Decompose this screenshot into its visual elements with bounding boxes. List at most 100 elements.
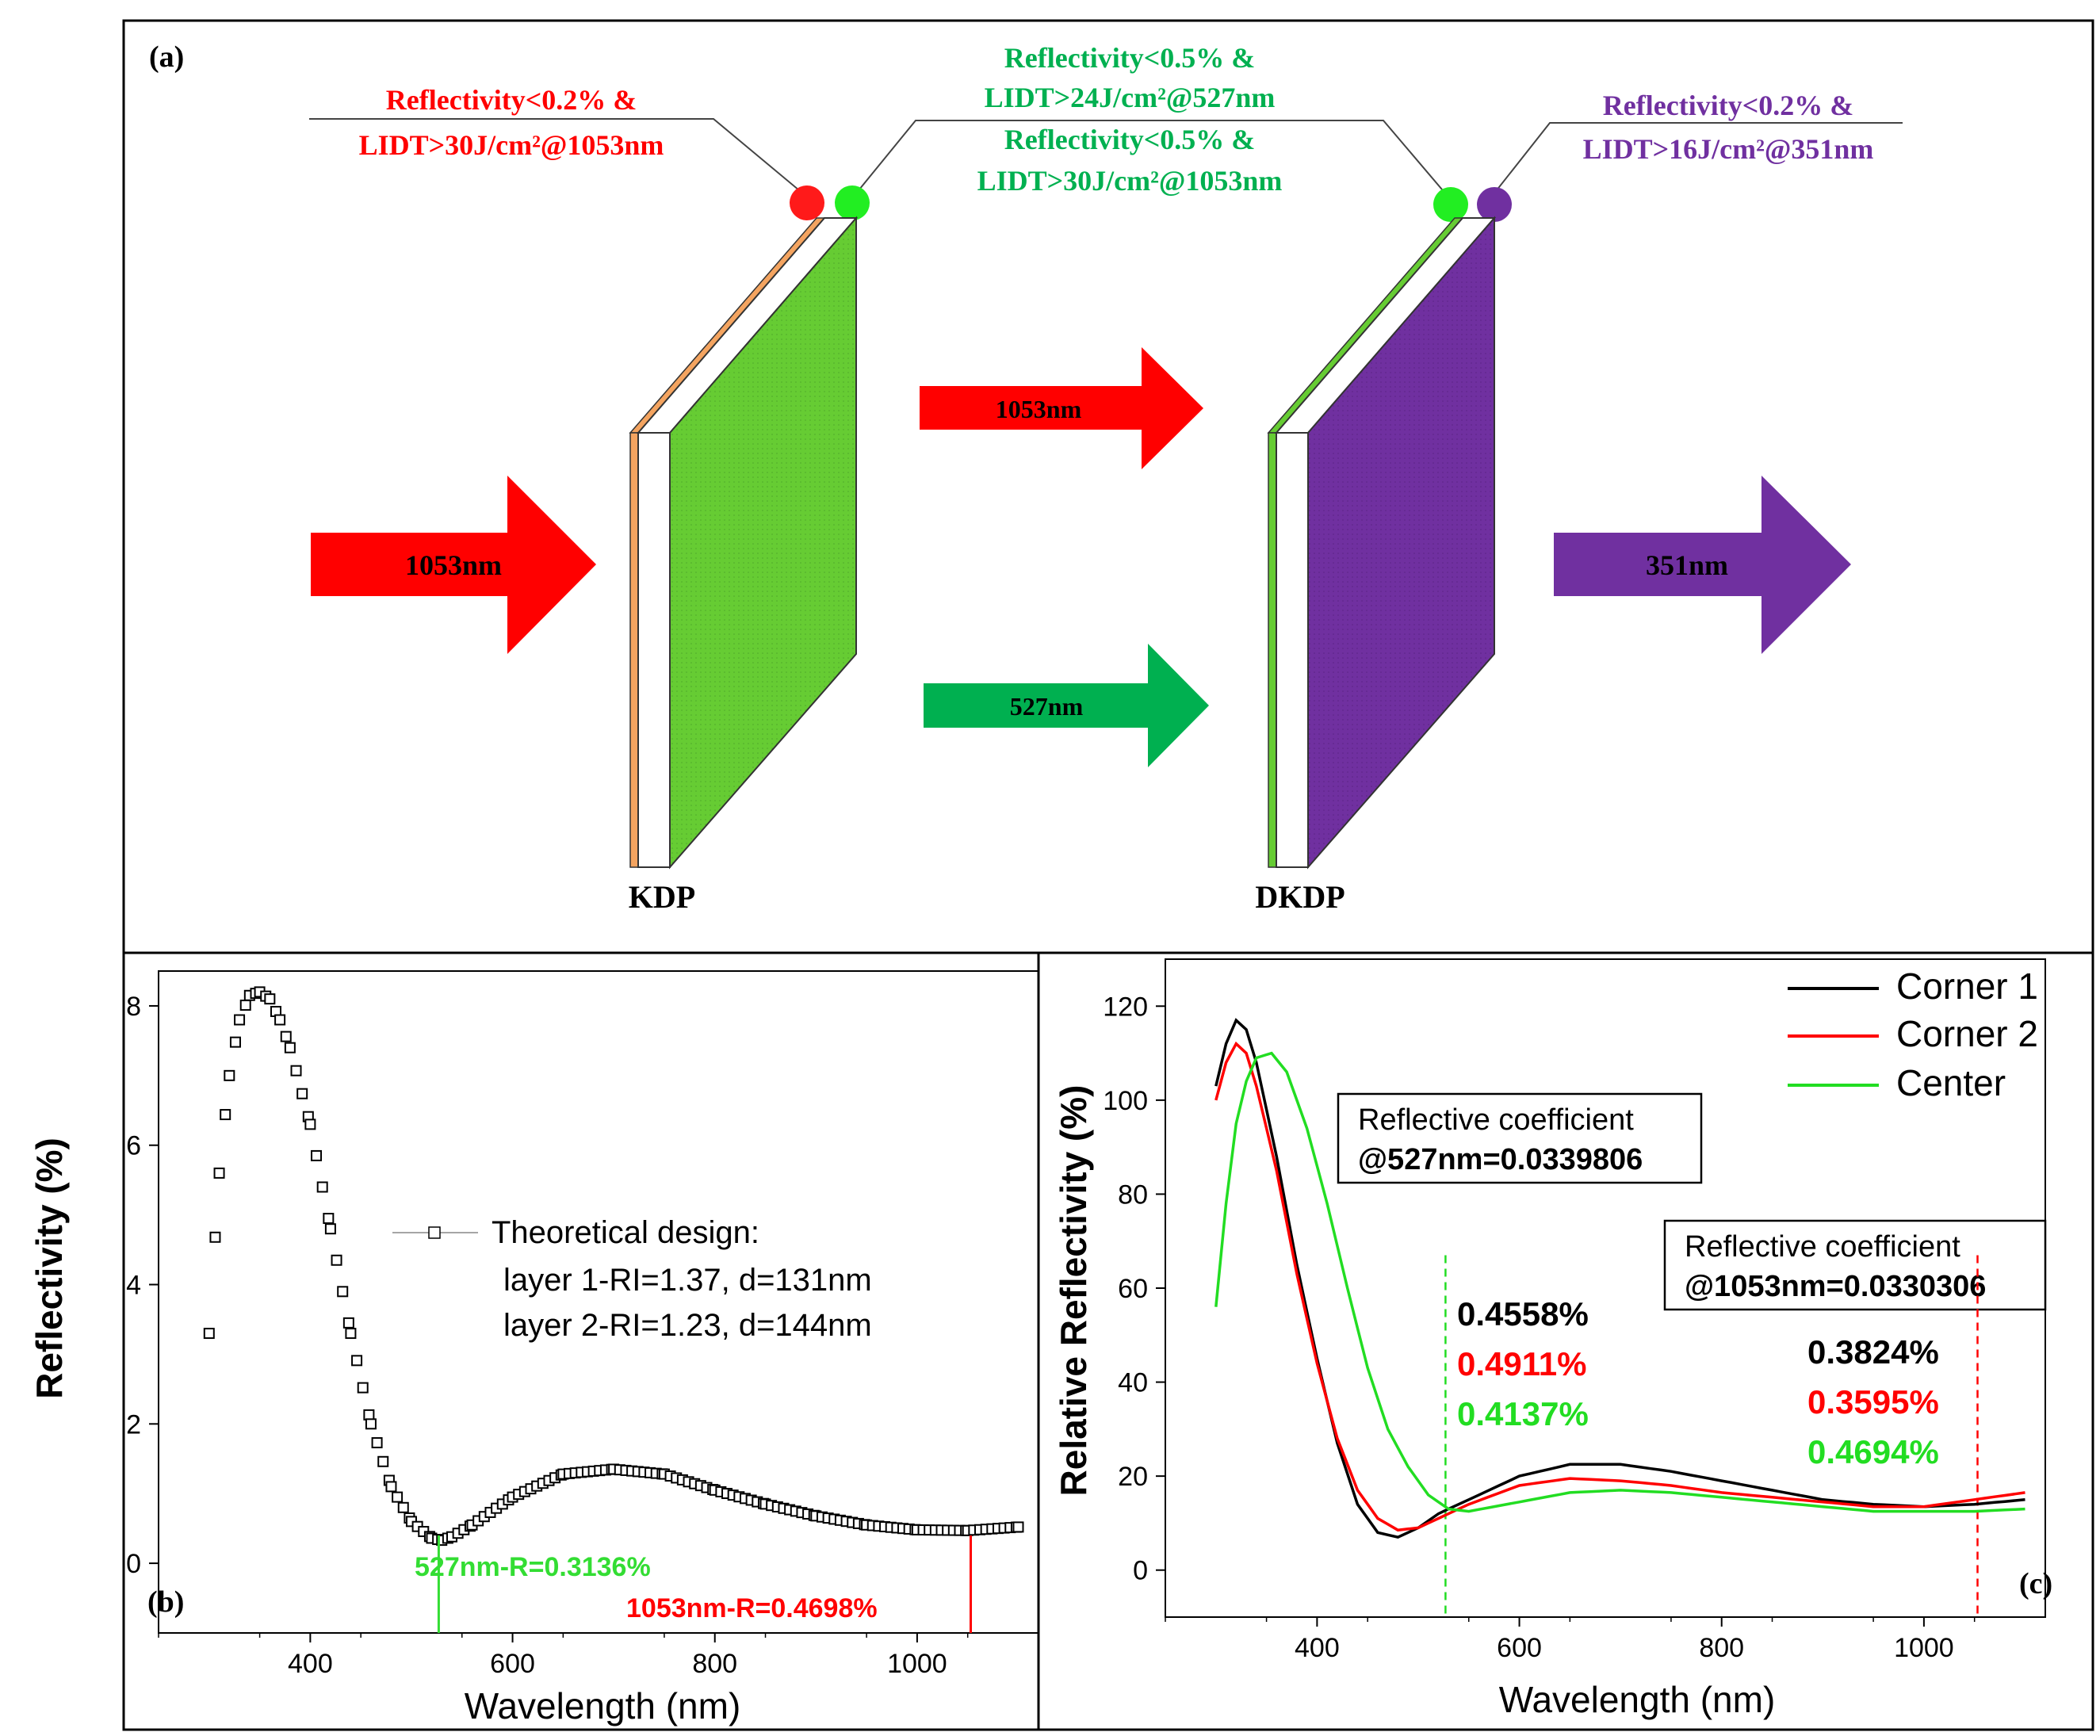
dot-purple	[1477, 187, 1512, 222]
arrow-mid-527	[924, 644, 1209, 767]
b-legend-swatch	[392, 1226, 478, 1239]
ann-mid-line2: LIDT>24J/cm²@527nm	[985, 82, 1276, 113]
c-xlabel: Wavelength (nm)	[1499, 1679, 1776, 1720]
c-ytick-label: 60	[1118, 1274, 1148, 1304]
panel-c-label: (c)	[2019, 1567, 2052, 1600]
b-legend-layer2: layer 2-RI=1.23, d=144nm	[503, 1308, 872, 1343]
b-xtick-label: 1000	[887, 1649, 947, 1679]
c-527-center: 0.4137%	[1457, 1395, 1589, 1432]
b-data-point	[284, 1042, 296, 1053]
b-data-point	[264, 993, 276, 1005]
b-data-point	[280, 1031, 292, 1042]
coef-527-line1: Reflective coefficient	[1358, 1103, 1634, 1137]
b-data-point	[209, 1231, 221, 1243]
ann-left-line2: LIDT>30J/cm²@1053nm	[359, 129, 664, 161]
b-xtick-label: 800	[692, 1649, 737, 1679]
arrow-in-1053	[311, 476, 596, 654]
b-data-point	[274, 1014, 286, 1026]
c-xtick-label: 800	[1699, 1633, 1744, 1663]
leader-right	[1490, 122, 1903, 199]
dot-green-dkdp	[1433, 187, 1468, 222]
kdp-crystal	[629, 216, 859, 870]
ann-left-line1: Reflectivity<0.2% &	[386, 84, 637, 116]
c-ytick-label: 120	[1103, 992, 1148, 1022]
arrow-in-label: 1053nm	[405, 549, 502, 581]
b-xlabel: Wavelength (nm)	[465, 1685, 741, 1726]
dot-red	[790, 185, 824, 220]
b-ylabel: Reflectivity (%)	[29, 1138, 70, 1399]
arrow-mid-1053	[920, 347, 1203, 469]
b-data-point	[239, 1000, 251, 1011]
leader-left	[309, 118, 809, 199]
b-ytick-label: 6	[126, 1131, 141, 1161]
b-data-point	[377, 1455, 389, 1467]
b-data-point	[311, 1149, 323, 1161]
ann-mid-line1: Reflectivity<0.5% &	[1004, 42, 1255, 74]
ann-mid-line4: LIDT>30J/cm²@1053nm	[977, 165, 1283, 197]
b-data-point	[296, 1088, 308, 1099]
dkdp-crystal	[1267, 216, 1497, 870]
b-marker-527-label: 527nm-R=0.3136%	[415, 1552, 651, 1582]
b-data-point	[351, 1355, 363, 1367]
b-data-point	[224, 1069, 235, 1081]
c-1053-corner1: 0.3824%	[1807, 1333, 1939, 1371]
c-ytick-label: 40	[1118, 1368, 1148, 1398]
ann-right-line1: Reflectivity<0.2% &	[1603, 90, 1853, 121]
b-data-point	[220, 1109, 231, 1121]
b-data-point	[331, 1254, 342, 1266]
b-data-point	[229, 1036, 241, 1048]
c-xtick-label: 400	[1295, 1633, 1340, 1663]
dkdp-label: DKDP	[1255, 879, 1345, 915]
b-data-point	[203, 1328, 215, 1340]
b-data-point	[213, 1167, 225, 1179]
b-data-point	[290, 1065, 302, 1076]
c-527-corner1: 0.4558%	[1457, 1295, 1589, 1333]
b-data-point	[323, 1213, 335, 1225]
b-data-point	[324, 1223, 336, 1235]
c-series-corner-2	[1214, 1041, 2025, 1532]
b-data-point	[316, 1181, 328, 1193]
panel-c: (c) Wavelength (nm) Relative Reflectivit…	[1053, 958, 2052, 1720]
b-data-point	[365, 1418, 377, 1430]
kdp-label: KDP	[629, 879, 695, 915]
panel-a: (a) Reflectivity<0.2% & LIDT>30J/cm²@105…	[149, 40, 1903, 915]
b-data-point	[304, 1118, 316, 1130]
c-527-corner2: 0.4911%	[1457, 1345, 1587, 1382]
ann-right-line2: LIDT>16J/cm²@351nm	[1583, 133, 1874, 165]
b-data-point	[371, 1437, 383, 1449]
arrow-out-351	[1554, 476, 1851, 654]
b-data-point	[345, 1328, 357, 1340]
b-ytick-label: 4	[126, 1271, 141, 1301]
b-ytick-label: 8	[126, 992, 141, 1022]
coef-box-1053	[1663, 1219, 2047, 1311]
b-data-point	[342, 1317, 354, 1329]
c-series-corner-1	[1214, 1018, 2025, 1539]
b-marker-1053-label: 1053nm-R=0.4698%	[626, 1593, 878, 1623]
c-legend: Corner 1 Corner 2 Center	[1788, 966, 2038, 1103]
c-xtick-label: 600	[1497, 1633, 1542, 1663]
b-data-point	[392, 1491, 404, 1503]
b-data-point	[357, 1382, 369, 1394]
coef-527-line2: @527nm=0.0339806	[1358, 1143, 1643, 1176]
c-1053-center: 0.4694%	[1807, 1433, 1939, 1470]
b-legend-layer1: layer 1-RI=1.37, d=131nm	[503, 1263, 872, 1298]
panel-a-label: (a)	[149, 40, 184, 74]
b-data-point	[397, 1501, 409, 1513]
c-ytick-label: 80	[1118, 1180, 1148, 1210]
b-data-point	[385, 1481, 397, 1493]
c-1053-corner2: 0.3595%	[1807, 1383, 1939, 1421]
b-xtick-label: 400	[288, 1649, 333, 1679]
b-ytick-label: 0	[126, 1549, 141, 1579]
arrow-out-label: 351nm	[1646, 549, 1728, 581]
c-ytick-label: 100	[1103, 1086, 1148, 1116]
dot-green-kdp	[835, 185, 870, 220]
c-ytick-label: 20	[1118, 1462, 1148, 1492]
c-legend-corner2: Corner 2	[1896, 1013, 2038, 1054]
c-legend-center: Center	[1896, 1062, 2006, 1103]
b-data-point	[337, 1286, 349, 1298]
c-xtick-label: 1000	[1894, 1633, 1954, 1663]
c-legend-corner1: Corner 1	[1896, 966, 2038, 1007]
c-series-center	[1214, 1051, 2025, 1513]
panel-b: (b) Wavelength (nm) Reflectivity (%) The…	[29, 970, 1039, 1726]
